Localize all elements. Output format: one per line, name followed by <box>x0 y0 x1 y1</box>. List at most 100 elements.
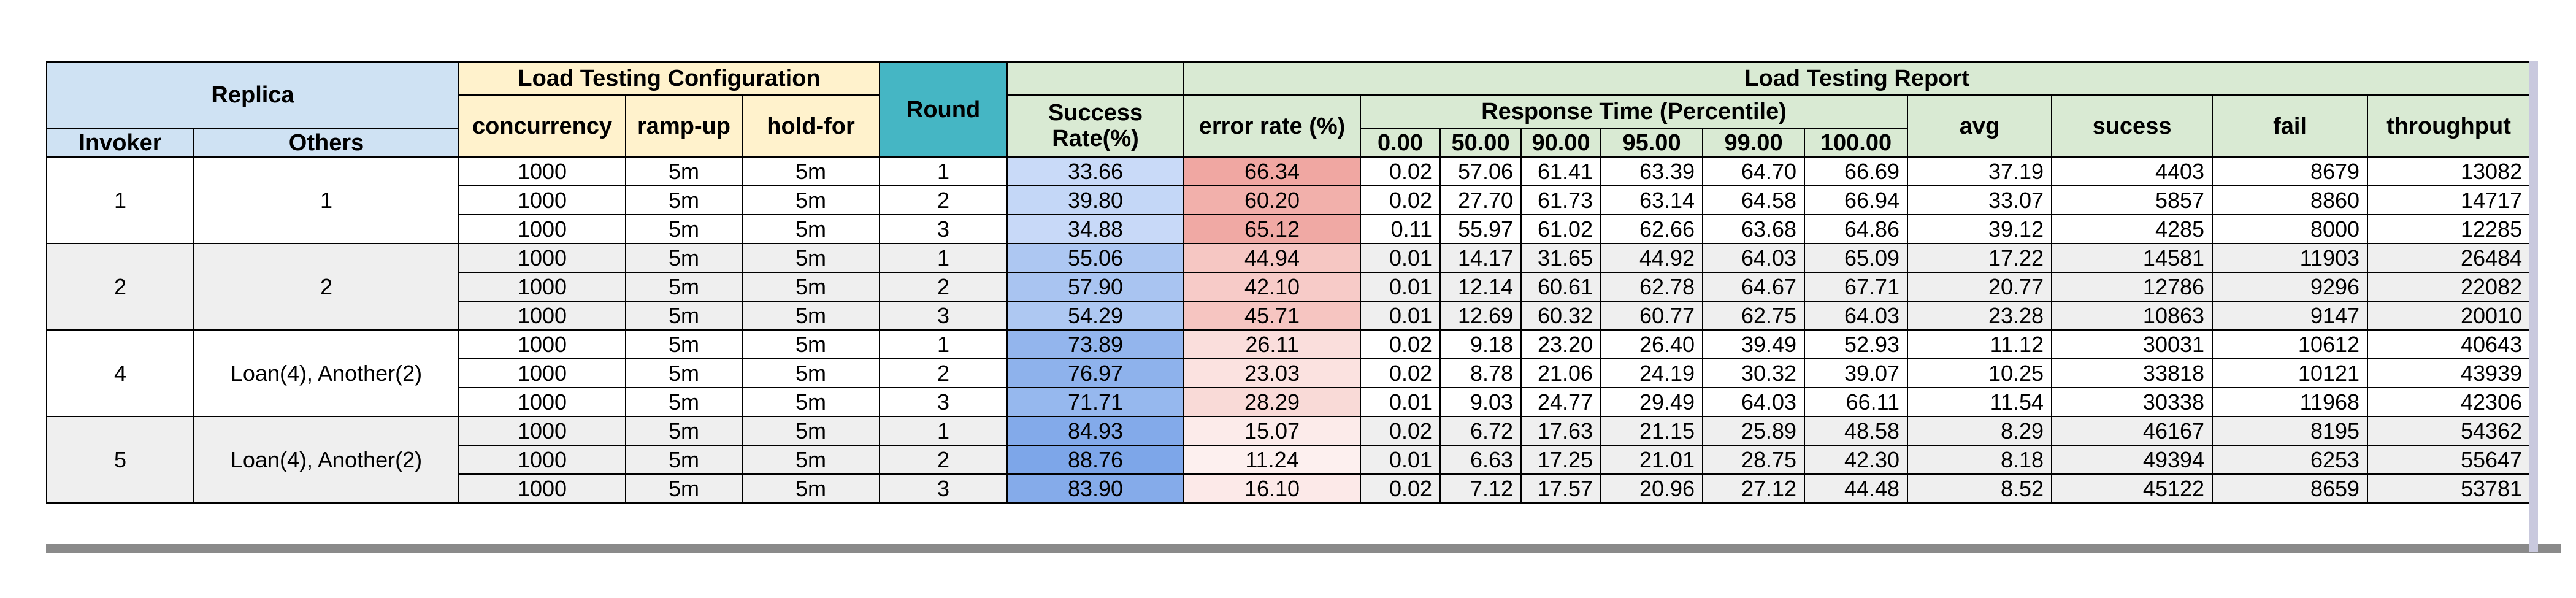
cell-others[interactable]: Loan(4), Another(2) <box>193 416 460 504</box>
cell-p95[interactable]: 62.78 <box>1600 272 1704 302</box>
cell-avg[interactable]: 8.18 <box>1907 445 2053 475</box>
cell-fail[interactable]: 8000 <box>2212 214 2369 244</box>
cell-invoker[interactable]: 1 <box>46 156 194 244</box>
cell-rampup[interactable]: 5m <box>625 272 743 302</box>
cell-concurrency[interactable]: 1000 <box>458 358 627 388</box>
cell-round[interactable]: 3 <box>879 387 1008 417</box>
cell-p99[interactable]: 25.89 <box>1702 416 1806 446</box>
cell-sucess[interactable]: 14581 <box>2051 243 2214 273</box>
cell-avg[interactable]: 23.28 <box>1907 301 2053 331</box>
cell-p95[interactable]: 21.01 <box>1600 445 1704 475</box>
cell-fail[interactable]: 8659 <box>2212 473 2369 504</box>
cell-throughput[interactable]: 55647 <box>2367 445 2531 475</box>
cell-throughput[interactable]: 40643 <box>2367 329 2531 359</box>
cell-avg[interactable]: 8.52 <box>1907 473 2053 504</box>
cell-p50[interactable]: 9.03 <box>1439 387 1522 417</box>
cell-p90[interactable]: 61.41 <box>1520 156 1602 186</box>
cell-p99[interactable]: 64.70 <box>1702 156 1806 186</box>
cell-p50[interactable]: 6.63 <box>1439 445 1522 475</box>
cell-error[interactable]: 28.29 <box>1183 387 1362 417</box>
cell-p0[interactable]: 0.02 <box>1360 358 1441 388</box>
cell-p0[interactable]: 0.11 <box>1360 214 1441 244</box>
cell-error[interactable]: 11.24 <box>1183 445 1362 475</box>
cell-concurrency[interactable]: 1000 <box>458 473 627 504</box>
cell-concurrency[interactable]: 1000 <box>458 329 627 359</box>
cell-fail[interactable]: 10121 <box>2212 358 2369 388</box>
cell-rampup[interactable]: 5m <box>625 214 743 244</box>
cell-p50[interactable]: 55.97 <box>1439 214 1522 244</box>
cell-p95[interactable]: 20.96 <box>1600 473 1704 504</box>
cell-sucess[interactable]: 12786 <box>2051 272 2214 302</box>
cell-concurrency[interactable]: 1000 <box>458 272 627 302</box>
cell-holdfor[interactable]: 5m <box>742 329 881 359</box>
cell-success[interactable]: 71.71 <box>1006 387 1185 417</box>
cell-rampup[interactable]: 5m <box>625 445 743 475</box>
cell-p100[interactable]: 48.58 <box>1804 416 1909 446</box>
cell-fail[interactable]: 9296 <box>2212 272 2369 302</box>
cell-fail[interactable]: 8679 <box>2212 156 2369 186</box>
cell-p50[interactable]: 27.70 <box>1439 185 1522 215</box>
cell-round[interactable]: 2 <box>879 445 1008 475</box>
cell-success[interactable]: 83.90 <box>1006 473 1185 504</box>
cell-success[interactable]: 57.90 <box>1006 272 1185 302</box>
cell-fail[interactable]: 6253 <box>2212 445 2369 475</box>
cell-rampup[interactable]: 5m <box>625 243 743 273</box>
header-throughput[interactable]: throughput <box>2367 94 2531 158</box>
cell-concurrency[interactable]: 1000 <box>458 416 627 446</box>
cell-round[interactable]: 3 <box>879 473 1008 504</box>
cell-error[interactable]: 45.71 <box>1183 301 1362 331</box>
cell-p99[interactable]: 62.75 <box>1702 301 1806 331</box>
cell-sucess[interactable]: 10863 <box>2051 301 2214 331</box>
header-others[interactable]: Others <box>193 128 460 158</box>
cell-holdfor[interactable]: 5m <box>742 301 881 331</box>
cell-round[interactable]: 1 <box>879 243 1008 273</box>
cell-rampup[interactable]: 5m <box>625 387 743 417</box>
cell-p95[interactable]: 60.77 <box>1600 301 1704 331</box>
cell-p0[interactable]: 0.01 <box>1360 445 1441 475</box>
cell-rampup[interactable]: 5m <box>625 358 743 388</box>
cell-avg[interactable]: 11.12 <box>1907 329 2053 359</box>
cell-sucess[interactable]: 4403 <box>2051 156 2214 186</box>
cell-p100[interactable]: 64.03 <box>1804 301 1909 331</box>
cell-holdfor[interactable]: 5m <box>742 272 881 302</box>
cell-p99[interactable]: 30.32 <box>1702 358 1806 388</box>
cell-round[interactable]: 1 <box>879 156 1008 186</box>
cell-p95[interactable]: 62.66 <box>1600 214 1704 244</box>
cell-round[interactable]: 2 <box>879 185 1008 215</box>
cell-p90[interactable]: 17.57 <box>1520 473 1602 504</box>
cell-others[interactable]: Loan(4), Another(2) <box>193 329 460 417</box>
cell-success[interactable]: 33.66 <box>1006 156 1185 186</box>
cell-error[interactable]: 23.03 <box>1183 358 1362 388</box>
cell-holdfor[interactable]: 5m <box>742 473 881 504</box>
cell-error[interactable]: 44.94 <box>1183 243 1362 273</box>
cell-throughput[interactable]: 12285 <box>2367 214 2531 244</box>
header-p90[interactable]: 90.00 <box>1520 128 1602 158</box>
cell-p95[interactable]: 21.15 <box>1600 416 1704 446</box>
cell-concurrency[interactable]: 1000 <box>458 445 627 475</box>
cell-sucess[interactable]: 5857 <box>2051 185 2214 215</box>
cell-round[interactable]: 3 <box>879 214 1008 244</box>
header-invoker[interactable]: Invoker <box>46 128 194 158</box>
cell-holdfor[interactable]: 5m <box>742 214 881 244</box>
cell-fail[interactable]: 10612 <box>2212 329 2369 359</box>
cell-p0[interactable]: 0.01 <box>1360 272 1441 302</box>
cell-holdfor[interactable]: 5m <box>742 185 881 215</box>
cell-p0[interactable]: 0.01 <box>1360 243 1441 273</box>
cell-sucess[interactable]: 30338 <box>2051 387 2214 417</box>
cell-p50[interactable]: 6.72 <box>1439 416 1522 446</box>
cell-round[interactable]: 2 <box>879 272 1008 302</box>
header-concurrency[interactable]: concurrency <box>458 94 627 158</box>
cell-p100[interactable]: 67.71 <box>1804 272 1909 302</box>
cell-p50[interactable]: 14.17 <box>1439 243 1522 273</box>
cell-fail[interactable]: 8860 <box>2212 185 2369 215</box>
cell-p95[interactable]: 26.40 <box>1600 329 1704 359</box>
cell-p99[interactable]: 28.75 <box>1702 445 1806 475</box>
cell-sucess[interactable]: 4285 <box>2051 214 2214 244</box>
cell-others[interactable]: 2 <box>193 243 460 331</box>
cell-success[interactable]: 76.97 <box>1006 358 1185 388</box>
cell-rampup[interactable]: 5m <box>625 416 743 446</box>
cell-p99[interactable]: 64.67 <box>1702 272 1806 302</box>
header-fail[interactable]: fail <box>2212 94 2369 158</box>
cell-p99[interactable]: 64.03 <box>1702 387 1806 417</box>
cell-holdfor[interactable]: 5m <box>742 416 881 446</box>
